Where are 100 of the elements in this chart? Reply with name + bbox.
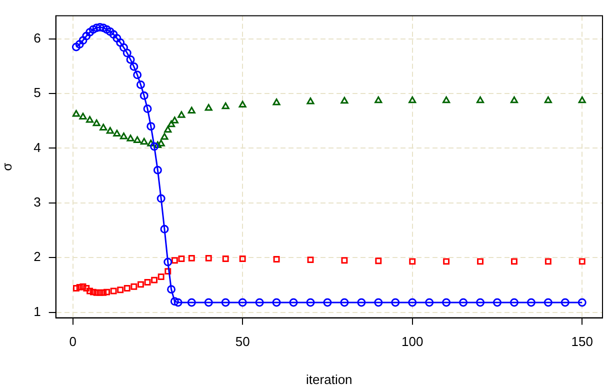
point	[170, 297, 179, 306]
point	[124, 285, 130, 292]
point	[239, 255, 246, 262]
point	[272, 98, 280, 106]
point	[323, 298, 332, 307]
point	[167, 120, 176, 128]
y-tick-label: 6	[34, 30, 41, 46]
point	[133, 70, 142, 80]
point	[578, 258, 586, 265]
point	[83, 285, 90, 292]
point	[374, 298, 383, 307]
point	[100, 289, 107, 296]
point	[391, 298, 400, 307]
point	[106, 27, 114, 36]
point	[178, 111, 186, 118]
point	[88, 25, 98, 34]
point	[443, 258, 450, 265]
point	[357, 298, 366, 307]
point	[147, 140, 155, 146]
point	[510, 258, 518, 265]
point	[113, 130, 121, 136]
point	[72, 110, 80, 117]
point	[90, 288, 96, 296]
point	[75, 40, 84, 48]
point	[102, 25, 112, 34]
point	[442, 298, 451, 307]
point	[164, 268, 172, 275]
point	[82, 32, 91, 40]
point	[255, 298, 264, 307]
point	[188, 254, 195, 262]
point	[425, 298, 434, 307]
point	[408, 96, 416, 104]
point	[526, 298, 536, 307]
point	[160, 224, 169, 234]
point	[130, 283, 138, 290]
point	[140, 138, 148, 145]
point	[93, 289, 100, 296]
point	[340, 298, 349, 307]
point	[86, 116, 94, 123]
point	[130, 62, 138, 71]
point	[140, 91, 148, 100]
point	[205, 254, 212, 262]
point	[150, 142, 159, 151]
y-tick-label: 3	[34, 194, 41, 210]
point	[72, 42, 80, 52]
point	[510, 96, 518, 104]
point	[459, 298, 468, 307]
point	[306, 97, 314, 104]
point	[476, 298, 485, 307]
point	[476, 96, 484, 104]
point	[112, 34, 122, 42]
x-tick-label: 100	[402, 334, 424, 350]
point	[204, 104, 212, 111]
point	[157, 140, 165, 146]
point	[96, 23, 104, 32]
point	[375, 258, 382, 264]
x-tick-label: 50	[235, 334, 250, 350]
point	[120, 132, 128, 140]
point	[164, 126, 172, 133]
point	[92, 24, 101, 32]
point	[187, 298, 196, 307]
point	[340, 96, 348, 104]
point	[104, 288, 110, 296]
point	[272, 298, 281, 307]
point	[126, 55, 135, 64]
point	[76, 284, 83, 290]
y-tick-label: 1	[34, 304, 41, 319]
point	[408, 298, 417, 307]
point	[137, 281, 144, 288]
point	[122, 48, 132, 58]
point	[144, 279, 151, 286]
point	[117, 286, 124, 294]
point	[544, 298, 552, 307]
point	[134, 136, 142, 144]
point	[222, 102, 230, 110]
point	[170, 116, 178, 124]
point	[544, 258, 552, 265]
point	[306, 298, 315, 307]
point	[160, 133, 168, 140]
point	[578, 96, 586, 104]
point	[238, 100, 246, 108]
point	[409, 258, 416, 265]
point	[96, 289, 104, 296]
point	[188, 106, 196, 114]
point	[79, 112, 87, 120]
point	[174, 298, 182, 307]
point	[544, 96, 552, 104]
point	[99, 24, 108, 32]
point	[146, 122, 156, 131]
y-tick-label: 4	[34, 140, 41, 155]
point	[109, 30, 118, 39]
point	[560, 298, 570, 307]
point	[106, 126, 114, 134]
point	[154, 141, 162, 148]
x-tick-label: 0	[69, 334, 76, 350]
point	[86, 28, 94, 36]
point	[151, 276, 158, 284]
x-axis-title: iteration	[306, 372, 352, 387]
point	[171, 257, 178, 264]
point	[178, 255, 185, 262]
